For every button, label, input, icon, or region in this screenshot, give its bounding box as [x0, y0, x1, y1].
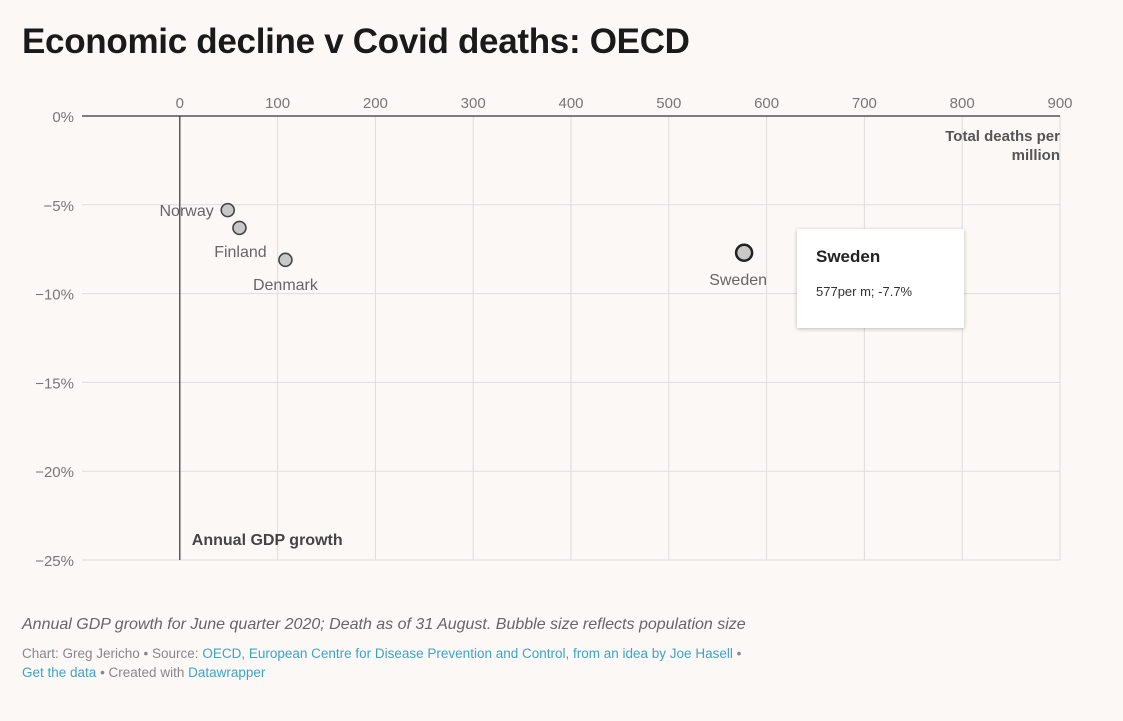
chart-caption: Annual GDP growth for June quarter 2020;… [22, 616, 746, 633]
point-label-finland: Finland [214, 244, 266, 261]
chart-title: Economic decline v Covid deaths: OECD [22, 22, 690, 61]
grid-lines [82, 116, 1061, 561]
axes [82, 115, 1060, 560]
point-sweden[interactable] [734, 243, 754, 263]
x-axis-label: Total deaths per million [945, 128, 1060, 164]
tooltip: Sweden 577per m; -7.7% [797, 229, 964, 328]
x-tick-label: 100 [265, 95, 290, 112]
datawrapper-link[interactable]: Datawrapper [188, 665, 266, 680]
y-axis-label: Annual GDP growth [192, 532, 343, 549]
footer-credit: Chart: Greg Jericho • Source: [22, 646, 203, 661]
point-label-sweden: Sweden [709, 272, 767, 289]
y-tick-label: −15% [35, 375, 74, 392]
point-label-denmark: Denmark [253, 277, 319, 294]
y-tick-label: −10% [35, 287, 74, 304]
y-tick-label: −5% [44, 198, 74, 215]
point-denmark[interactable] [278, 252, 293, 268]
tick-labels: 0 100 200 300 400 500 600 700 800 900 0% −5% −10% −15… [35, 95, 1072, 570]
point-label-norway: Norway [159, 203, 213, 220]
chart-notes: Annual GDP growth for June quarter 2020;… [22, 616, 1112, 682]
y-tick-label: 0% [52, 109, 74, 126]
x-tick-label: 300 [461, 95, 486, 112]
source-link[interactable]: OECD, European Centre for Disease Preven… [202, 646, 733, 661]
axis-labels: Total deaths per million Annual GDP growth [192, 128, 1060, 549]
y-tick-label: −20% [35, 464, 74, 481]
get-data-link[interactable]: Get the data [22, 665, 97, 680]
point-finland[interactable] [232, 220, 247, 236]
x-tick-label: 500 [656, 95, 681, 112]
x-tick-label: 900 [1047, 95, 1072, 112]
data-points[interactable]: Norway Finland Denmark Sweden [159, 202, 767, 294]
tooltip-value: 577per m; -7.7% [816, 284, 913, 299]
footer-created: • Created with [96, 665, 189, 680]
chart-footer: Chart: Greg Jericho • Source: OECD, Euro… [22, 644, 1112, 682]
x-tick-label: 0 [176, 95, 184, 112]
footer-separator: • [732, 646, 742, 661]
x-tick-label: 700 [852, 95, 877, 112]
x-tick-label: 800 [950, 95, 975, 112]
tooltip-title: Sweden [816, 247, 881, 266]
x-tick-label: 200 [363, 95, 388, 112]
point-norway[interactable] [220, 202, 236, 218]
x-tick-label: 400 [558, 95, 583, 112]
x-tick-label: 600 [754, 95, 779, 112]
y-tick-label: −25% [35, 553, 74, 570]
